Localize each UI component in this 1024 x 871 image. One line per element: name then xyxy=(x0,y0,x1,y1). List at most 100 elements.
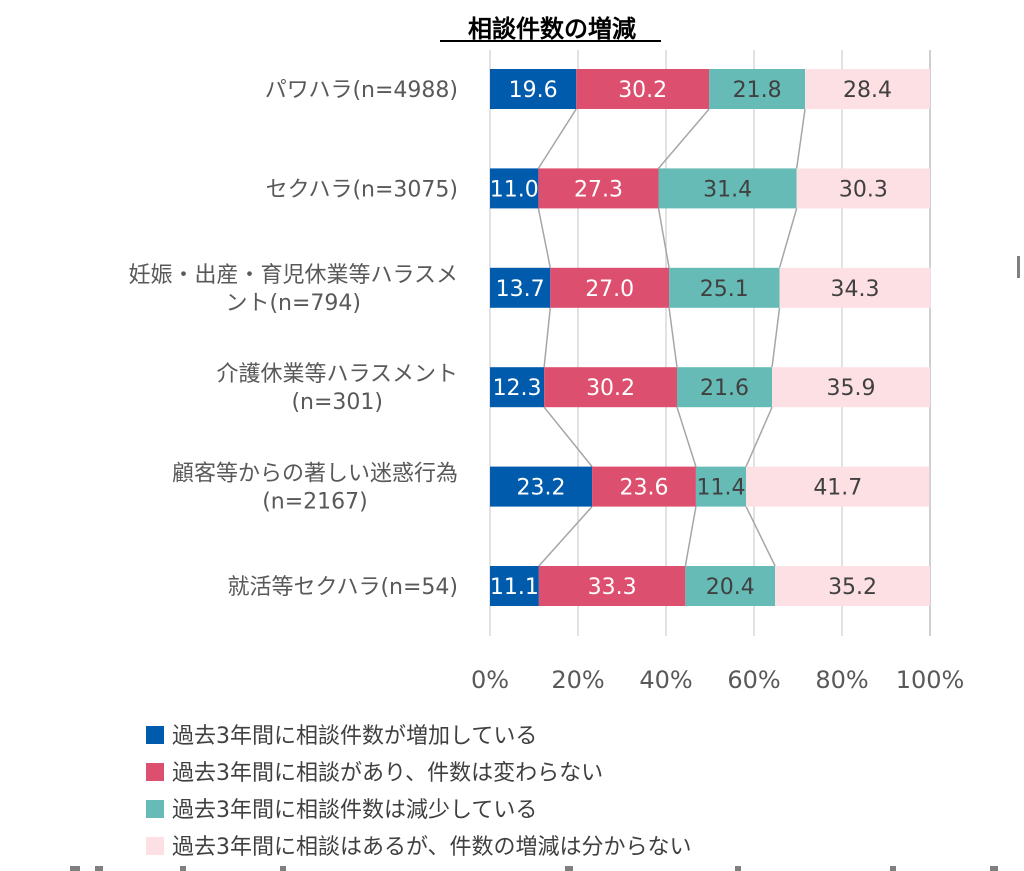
bar-segment xyxy=(709,69,806,109)
data-label: 34.3 xyxy=(830,277,879,302)
category-label-line: 妊娠・出産・育児休業等ハラスメ xyxy=(128,263,458,288)
data-label: 21.6 xyxy=(700,376,749,401)
bar-segment xyxy=(538,168,659,209)
bar-segment xyxy=(685,566,776,606)
legend-label: 過去3年間に相談件数は減少している xyxy=(172,798,537,823)
data-label: 11.1 xyxy=(490,575,539,600)
clipped-text-bottom xyxy=(70,866,998,871)
clipped-fragment-right xyxy=(1017,256,1020,278)
chart-title-group: 相談件数の増減 xyxy=(440,15,661,43)
bar-segment xyxy=(669,267,780,308)
data-label: 25.1 xyxy=(700,277,749,302)
gridlines xyxy=(489,50,931,636)
bar-segment xyxy=(746,466,930,507)
data-label: 12.3 xyxy=(493,376,542,401)
series-line xyxy=(537,208,552,268)
data-label: 23.2 xyxy=(517,476,566,501)
legend-swatch xyxy=(146,763,164,781)
data-label: 20.4 xyxy=(706,575,755,600)
bar-segment xyxy=(775,566,930,606)
legend-label: 過去3年間に相談があり、件数は変わらない xyxy=(172,761,603,786)
series-line xyxy=(543,406,593,468)
x-tick-label: 40% xyxy=(639,666,692,694)
category-label: 介護休業等ハラスメント (n=301) xyxy=(216,362,458,415)
series-line xyxy=(668,307,678,368)
data-label: 30.3 xyxy=(839,177,888,202)
bar-segment xyxy=(544,367,677,408)
data-label: 23.6 xyxy=(620,476,669,501)
category-label: セクハラ(n=3075) xyxy=(266,177,458,202)
category-labels: パワハラ(n=4988) セクハラ(n=3075) 妊娠・出産・育児休業等ハラスメン… xyxy=(128,78,458,600)
legend-swatch xyxy=(146,837,164,855)
chart-title: 相談件数の増減 xyxy=(468,15,636,43)
bar-segment xyxy=(576,69,710,109)
series-line xyxy=(771,307,781,368)
legend-label: 過去3年間に相談はあるが、件数の増減は分からない xyxy=(172,835,692,860)
bar-segment xyxy=(490,267,551,308)
bar-segment xyxy=(658,168,797,209)
data-label: 41.7 xyxy=(813,476,862,501)
bar-segment xyxy=(772,367,930,408)
bar-segment xyxy=(490,566,539,606)
series-line xyxy=(745,506,776,567)
bar-segment xyxy=(677,367,773,408)
data-label: 30.2 xyxy=(618,78,667,103)
category-label: 就活等セクハラ(n=54) xyxy=(228,575,458,600)
legend: 過去3年間に相談件数が増加している過去3年間に相談があり、件数は変わらない過去3… xyxy=(146,724,692,860)
data-label: 13.7 xyxy=(496,277,545,302)
series-line xyxy=(795,108,806,169)
bar-segment xyxy=(695,466,747,507)
series-line xyxy=(657,208,670,268)
x-tick-label: 20% xyxy=(551,666,604,694)
data-label: 31.4 xyxy=(703,177,752,202)
x-tick-label: 100% xyxy=(896,666,965,694)
series-line xyxy=(676,406,697,467)
series-line xyxy=(537,108,577,169)
bar-segment xyxy=(805,69,930,109)
data-label: 27.0 xyxy=(585,277,634,302)
category-label-line: 介護休業等ハラスメント xyxy=(216,362,458,387)
bar-segment xyxy=(796,168,930,209)
series-lines xyxy=(537,108,806,567)
data-label: 19.6 xyxy=(509,78,558,103)
category-label-line: 顧客等からの著しい迷惑行為 xyxy=(172,462,458,487)
x-tick-label: 0% xyxy=(471,666,509,694)
data-label: 11.0 xyxy=(490,177,539,202)
x-tick-label: 80% xyxy=(815,666,868,694)
series-line xyxy=(684,506,697,567)
series-line xyxy=(538,506,593,567)
data-label: 35.2 xyxy=(828,575,877,600)
legend-swatch xyxy=(146,800,164,818)
bar-segment xyxy=(490,168,539,209)
x-axis-tick-labels: 0% 20% 40% 60% 80% 100% xyxy=(471,666,964,694)
category-label-line: (n=2167) xyxy=(262,490,368,515)
bar-segment xyxy=(592,466,696,507)
category-label: 顧客等からの著しい迷惑行為 (n=2167) xyxy=(172,462,458,515)
bar-segment xyxy=(490,466,593,507)
data-labels: 19.6 30.2 21.8 28.4 11.0 27.3 31.4 30.3 13.7 27.0… xyxy=(490,78,892,600)
data-label: 21.8 xyxy=(733,78,782,103)
data-label: 27.3 xyxy=(574,177,623,202)
data-label: 28.4 xyxy=(843,78,892,103)
bar-segment xyxy=(550,267,670,308)
bar-segment xyxy=(490,69,577,109)
category-label: パワハラ(n=4988) xyxy=(265,78,458,103)
legend-swatch xyxy=(146,726,164,744)
bar-segment xyxy=(490,367,545,408)
data-label: 30.2 xyxy=(586,376,635,401)
category-label-line: ント(n=794) xyxy=(225,291,361,316)
category-label-line: (n=301) xyxy=(291,390,383,415)
series-line xyxy=(657,108,710,169)
data-label: 35.9 xyxy=(827,376,876,401)
series-line xyxy=(745,406,773,467)
data-label: 11.4 xyxy=(697,476,746,501)
data-label: 33.3 xyxy=(588,575,637,600)
bar-segment xyxy=(779,267,931,308)
x-tick-label: 60% xyxy=(727,666,780,694)
series-line xyxy=(543,307,552,368)
series-line xyxy=(778,208,798,269)
bar-segment xyxy=(538,566,686,606)
bars xyxy=(490,69,931,606)
